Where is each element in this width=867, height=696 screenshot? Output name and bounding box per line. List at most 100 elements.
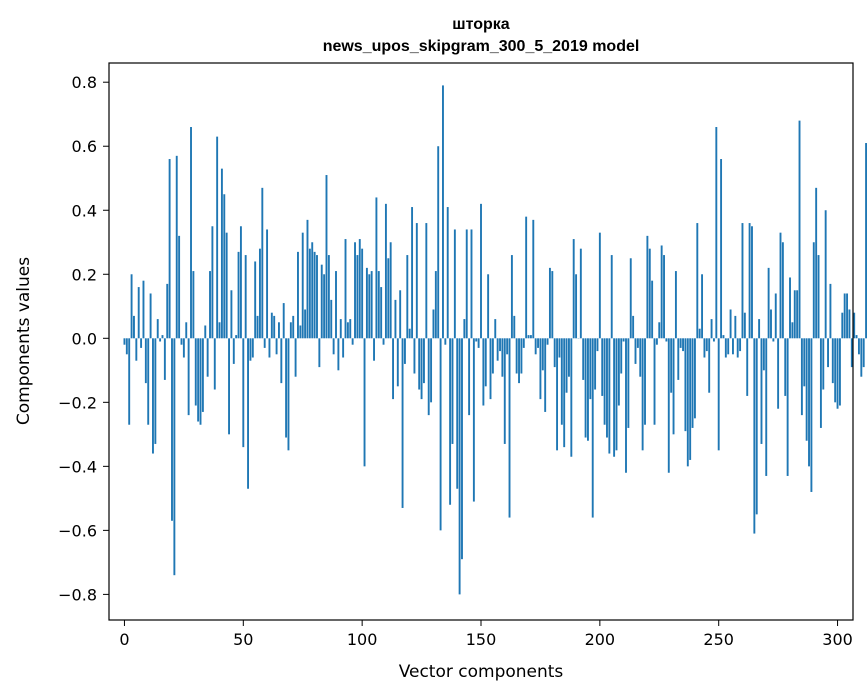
bar-194: [584, 338, 587, 438]
bar-74: [299, 325, 302, 339]
bar-173: [534, 338, 537, 355]
bar-14: [156, 319, 159, 339]
bar-129: [430, 338, 433, 403]
bar-15: [159, 338, 162, 342]
bar-235: [682, 338, 684, 352]
bar-117: [401, 338, 404, 508]
bar-77: [306, 219, 309, 339]
bar-102: [365, 267, 368, 339]
bar-41: [220, 168, 223, 339]
bar-25: [182, 338, 185, 358]
bar-136: [446, 207, 449, 339]
bar-244: [703, 338, 706, 358]
bar-186: [565, 338, 568, 393]
bar-271: [767, 267, 770, 339]
bar-44: [228, 338, 230, 435]
bar-36: [209, 271, 211, 339]
bar-197: [591, 338, 594, 518]
bar-166: [518, 338, 520, 384]
bar-157: [496, 338, 499, 361]
bar-92: [342, 338, 345, 358]
bar-215: [634, 338, 637, 364]
bar-222: [651, 280, 654, 339]
bar-23: [178, 235, 181, 339]
bar-104: [370, 271, 373, 339]
bar-137: [449, 338, 452, 505]
bar-39: [216, 136, 219, 339]
bar-64: [275, 338, 278, 355]
y-tick-label: 0.4: [72, 201, 97, 220]
bar-96: [351, 338, 354, 345]
bar-160: [503, 338, 506, 444]
bar-149: [477, 338, 480, 348]
bar-303: [843, 293, 846, 339]
bar-181: [553, 338, 556, 368]
bar-113: [392, 338, 394, 400]
bar-175: [539, 338, 542, 400]
bar-205: [610, 255, 613, 339]
bar-12: [152, 338, 154, 454]
bar-196: [589, 338, 592, 400]
bar-53: [249, 338, 252, 361]
bar-158: [499, 338, 501, 352]
bar-289: [810, 338, 813, 492]
bar-18: [166, 283, 169, 339]
bar-206: [613, 338, 616, 457]
bar-6: [137, 287, 140, 339]
bar-192: [579, 248, 582, 339]
bar-17: [163, 338, 166, 380]
bar-49: [239, 226, 242, 339]
bar-267: [758, 319, 761, 339]
bar-207: [615, 338, 618, 451]
bar-152: [484, 338, 487, 387]
y-tick-label: 0.6: [72, 137, 97, 156]
bar-72: [294, 338, 297, 377]
bar-10: [147, 338, 150, 425]
bar-174: [537, 338, 539, 348]
x-axis-ticks: 0 50 100 150 200 250 300: [119, 620, 853, 649]
bar-276: [779, 232, 782, 339]
bar-234: [679, 338, 682, 348]
bar-231: [672, 338, 675, 435]
bar-287: [805, 338, 808, 441]
bar-120: [408, 328, 411, 339]
bar-99: [358, 239, 361, 339]
bar-297: [829, 283, 832, 339]
bar-292: [817, 255, 820, 339]
bar-107: [377, 271, 380, 339]
y-tick-label: −0.8: [58, 585, 97, 604]
bar-50: [242, 338, 245, 448]
bar-283: [796, 290, 799, 339]
bar-259: [739, 338, 742, 352]
bar-135: [444, 338, 447, 345]
bar-210: [622, 338, 625, 342]
bar-165: [515, 338, 518, 374]
bar-63: [273, 315, 276, 339]
bar-253: [724, 338, 727, 358]
x-tick-label: 50: [233, 630, 253, 649]
bar-163: [510, 255, 513, 339]
bar-261: [743, 312, 746, 339]
bar-13: [154, 338, 157, 444]
bar-115: [396, 338, 399, 387]
bar-248: [712, 338, 715, 342]
x-tick-label: 200: [585, 630, 616, 649]
bar-285: [800, 338, 803, 416]
bar-199: [596, 338, 599, 352]
bar-33: [201, 338, 204, 412]
bar-304: [846, 293, 849, 339]
bar-211: [625, 338, 627, 473]
bars-group: [123, 85, 867, 595]
bar-71: [292, 315, 295, 339]
bar-309: [857, 338, 860, 355]
bar-125: [420, 338, 423, 400]
bar-88: [332, 338, 335, 355]
bar-140: [456, 338, 459, 489]
bar-312: [865, 143, 867, 339]
bar-290: [812, 242, 815, 339]
bar-79: [311, 242, 314, 339]
bar-20: [171, 338, 173, 521]
bar-28: [190, 127, 192, 339]
bar-182: [556, 338, 559, 451]
